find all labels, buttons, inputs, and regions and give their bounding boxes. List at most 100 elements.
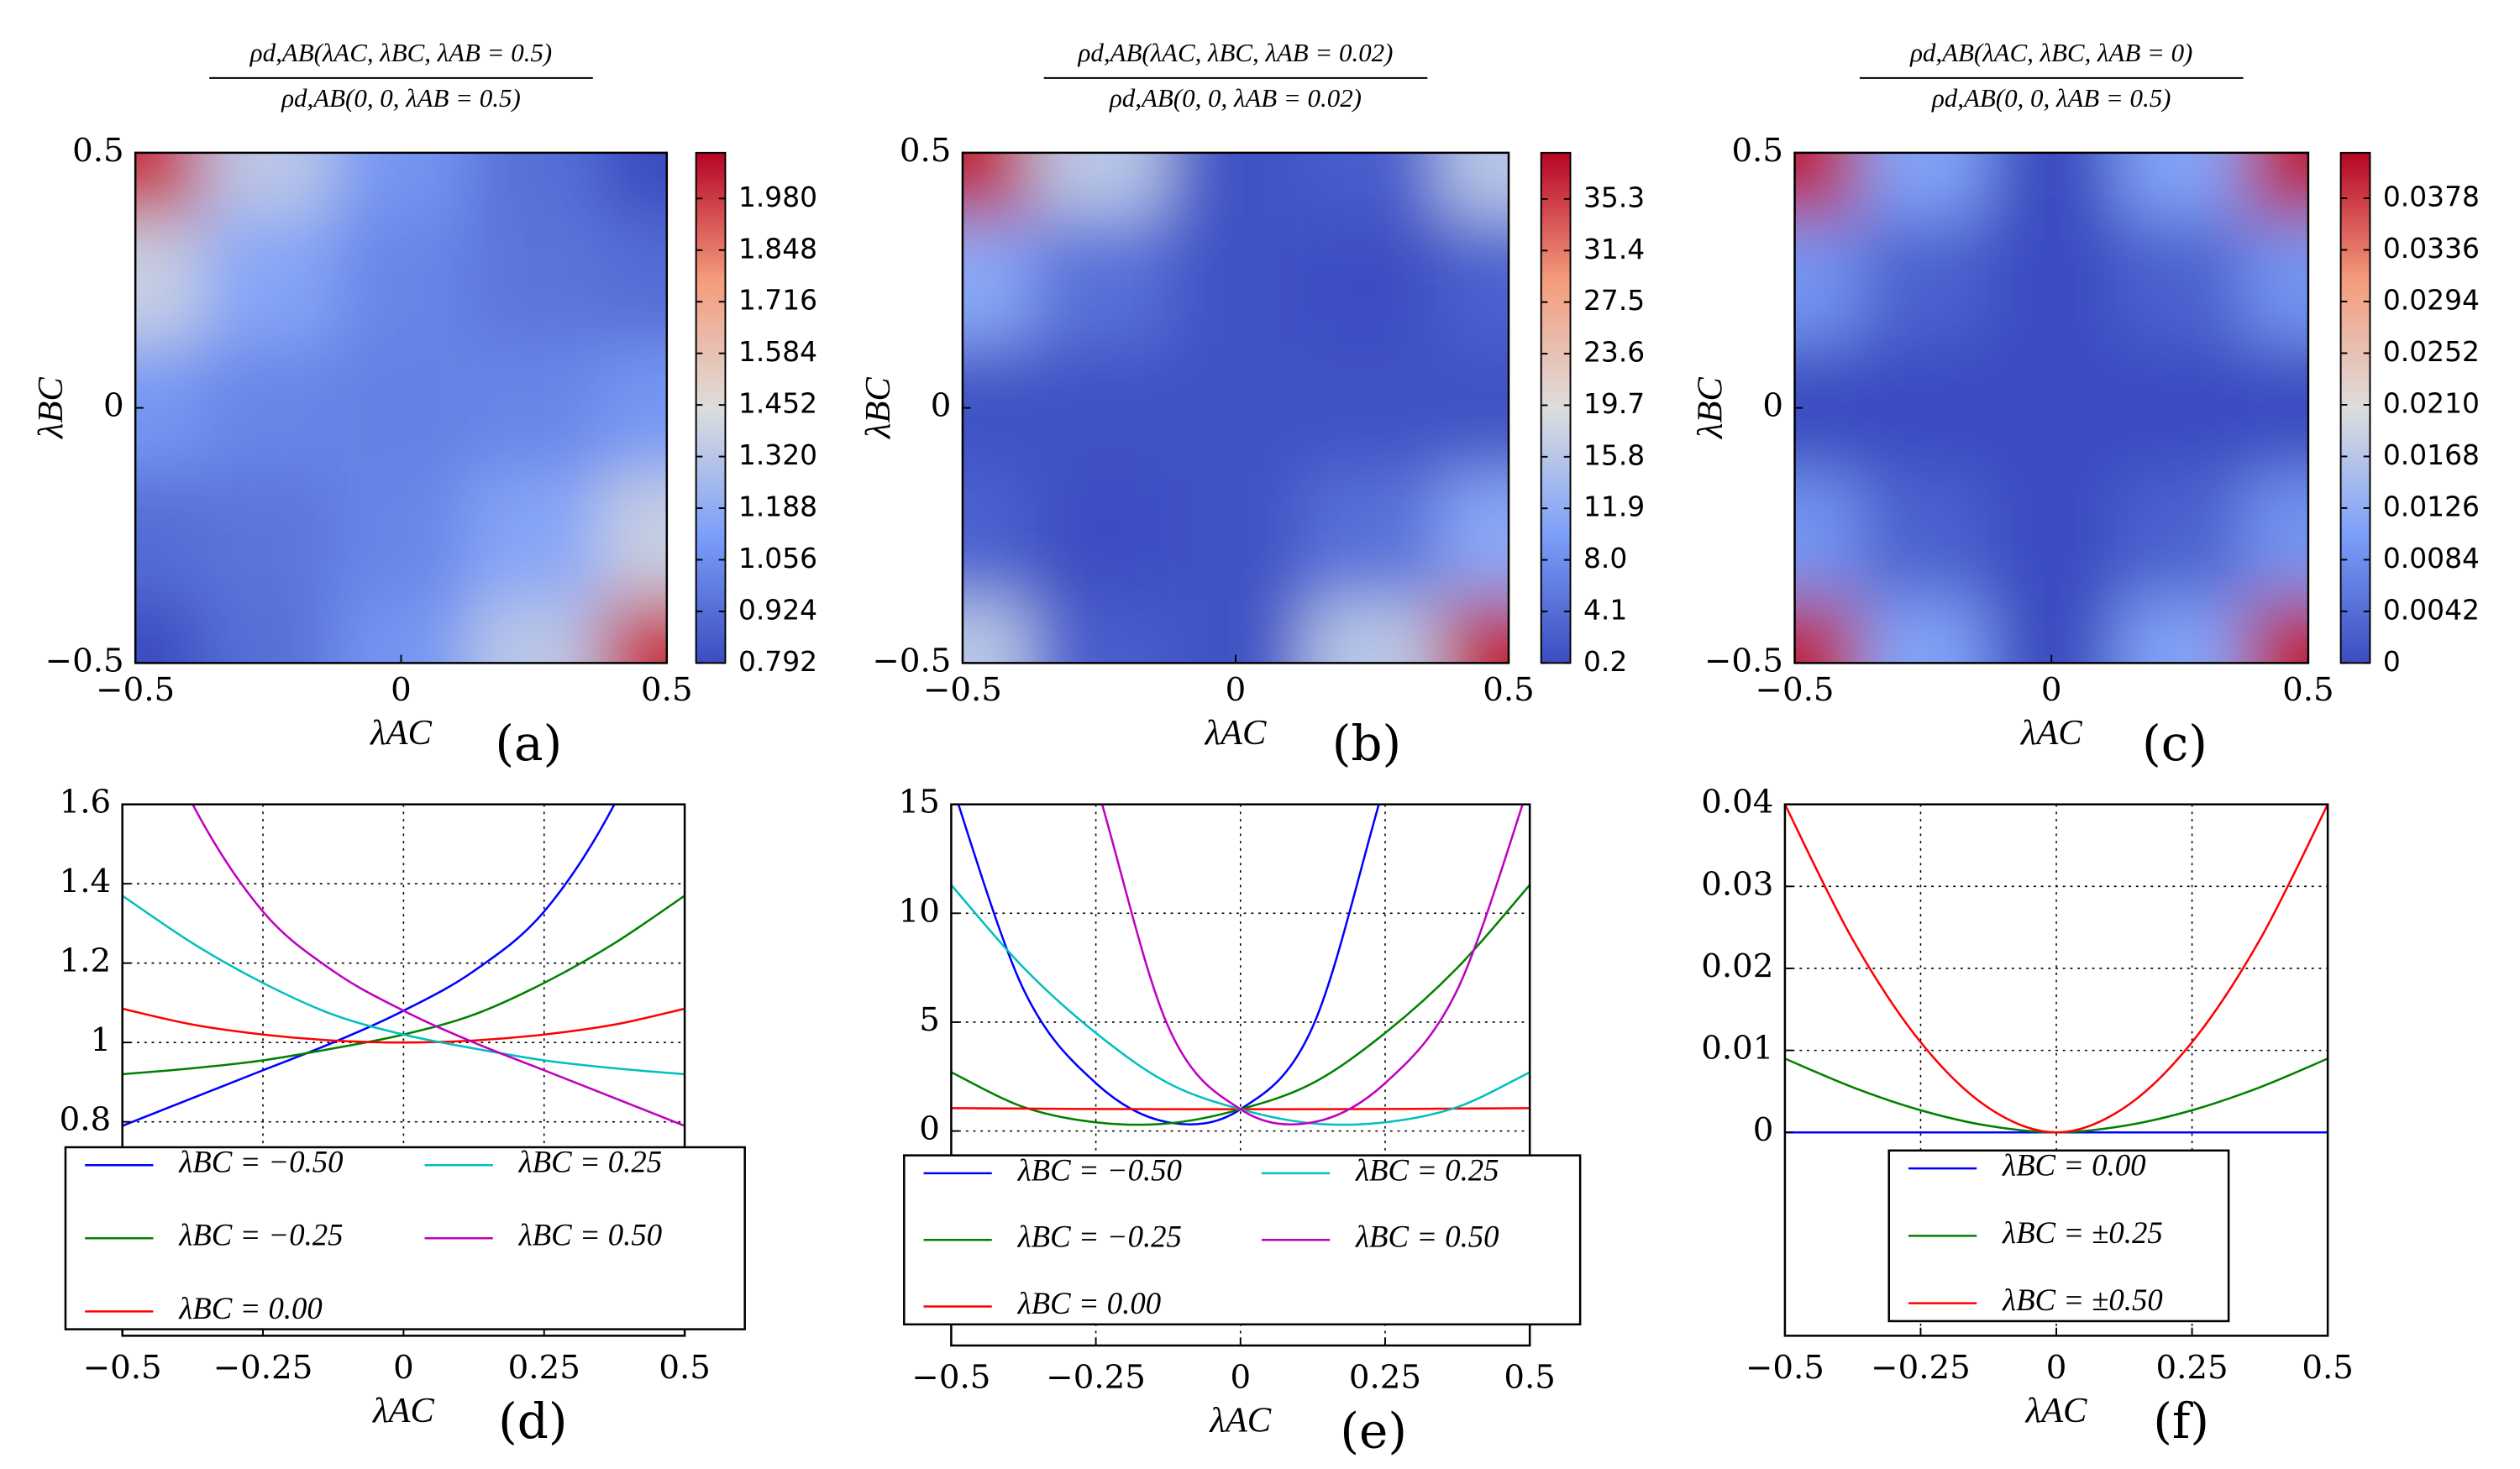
- heatmap-cell: [334, 152, 469, 218]
- x-tick-label: 0: [1230, 1359, 1251, 1397]
- y-tick-label: 0.04: [1701, 784, 1773, 821]
- heatmap-cell: [467, 599, 601, 664]
- y-tick-label: 0.5: [900, 132, 952, 170]
- y-tick-label: 0.5: [72, 132, 124, 170]
- heatmap-cells: [1794, 152, 2308, 664]
- heatmap-cell: [1794, 152, 1860, 218]
- heatmap-cell: [2244, 471, 2308, 601]
- heatmap-cell: [1031, 471, 1168, 601]
- y-axis-label: λBC: [858, 377, 898, 440]
- y-tick-label: 0.5: [1731, 132, 1783, 170]
- heatmap-cell: [334, 344, 469, 473]
- heatmap-cell: [1987, 471, 2117, 601]
- legend-label: λBC = 0.00: [2002, 1148, 2145, 1183]
- heatmap-cell: [135, 152, 203, 218]
- colorbar-tick-label: 15.8: [1583, 438, 1645, 471]
- colorbar-tick-label: 31.4: [1583, 233, 1645, 265]
- title-numerator: ρd,AB(λAC, λBC, λAB = 0.02): [1078, 38, 1394, 67]
- y-tick-label: 0: [1753, 1111, 1774, 1149]
- line-series: [957, 804, 1380, 1125]
- heatmap-cell: [1167, 344, 1305, 473]
- x-axis-label: λAC: [1208, 1401, 1271, 1440]
- colorbar-tick-label: 1.056: [738, 542, 817, 574]
- heatmap-cell: [2244, 152, 2308, 218]
- heatmap-cell: [2115, 599, 2245, 664]
- x-tick-label: −0.5: [83, 1349, 162, 1387]
- x-axis-label: λAC: [1204, 713, 1267, 753]
- heatmap-cell: [467, 152, 601, 218]
- x-tick-label: 0.5: [2282, 671, 2334, 709]
- colorbar-tick-label: 0: [2383, 645, 2401, 678]
- x-tick-label: −0.5: [96, 671, 175, 709]
- y-tick-label: 1.4: [60, 863, 112, 900]
- colorbar-tick-label: 23.6: [1583, 336, 1645, 369]
- heatmap-cell: [467, 216, 601, 345]
- legend-label: λBC = −0.25: [178, 1218, 343, 1252]
- y-tick-label: −0.5: [872, 642, 951, 679]
- colorbar-tick-label: 0.0126: [2383, 490, 2480, 522]
- y-tick-label: 5: [919, 1001, 940, 1039]
- colorbar-tick-label: 0.924: [738, 593, 817, 626]
- heatmap-cell: [1031, 599, 1168, 664]
- x-tick-label: 0: [2046, 1349, 2067, 1387]
- y-tick-label: 0.02: [1701, 947, 1773, 985]
- y-tick-label: 0: [103, 387, 124, 425]
- panel-label: (f): [2153, 1393, 2209, 1450]
- heatmap-cell: [467, 344, 601, 473]
- heatmap-cell: [1304, 599, 1441, 664]
- legend-label: λBC = ±0.25: [2002, 1215, 2163, 1250]
- heatmap: [962, 152, 1509, 664]
- x-tick-label: 0.25: [508, 1349, 580, 1387]
- heatmap-cell: [1440, 599, 1509, 664]
- heatmap-cell: [1987, 152, 2117, 218]
- heatmap-cell: [2244, 216, 2308, 345]
- colorbar-tick-label: 19.7: [1583, 387, 1645, 420]
- y-tick-label: 10: [899, 892, 940, 930]
- y-axis-label: λBC: [31, 377, 71, 440]
- x-tick-label: 0.5: [659, 1349, 711, 1387]
- heatmap-cell: [2115, 216, 2245, 345]
- legend-label: λBC = −0.50: [1017, 1152, 1182, 1187]
- x-tick-label: −0.5: [923, 671, 1002, 709]
- heatmap-cell: [1987, 344, 2117, 473]
- y-tick-label: 0: [919, 1110, 940, 1148]
- x-tick-label: 0.5: [1504, 1359, 1556, 1397]
- colorbar-tick-label: 1.848: [738, 232, 817, 265]
- colorbar-tick-label: 0.0168: [2383, 438, 2480, 471]
- title-numerator: ρd,AB(λAC, λBC, λAB = 0.5): [249, 38, 552, 67]
- heatmap: [135, 152, 667, 664]
- heatmap-cell: [1304, 152, 1441, 218]
- panel-label: (d): [498, 1393, 567, 1450]
- heatmap-cell: [1794, 471, 1860, 601]
- heatmap: [1794, 152, 2308, 664]
- legend-label: λBC = 0.00: [1017, 1286, 1161, 1320]
- legend-box: [903, 1154, 1582, 1326]
- legend-label: λBC = −0.25: [1017, 1220, 1182, 1254]
- heatmap-cell: [202, 216, 336, 345]
- legend-label: λBC = 0.00: [178, 1291, 322, 1325]
- line-series: [122, 1007, 685, 1044]
- y-tick-label: 1.6: [60, 784, 112, 821]
- heatmap-cell: [600, 344, 667, 473]
- colorbar-tick-label: 0.0378: [2383, 181, 2480, 213]
- heatmap-cell: [1858, 216, 1988, 345]
- heatmap-cell: [467, 471, 601, 601]
- heatmap-cell: [1167, 599, 1305, 664]
- heatmap-cell: [334, 599, 469, 664]
- heatmap-cell: [1031, 216, 1168, 345]
- heatmap-cell: [1031, 152, 1168, 218]
- heatmap-cell: [1440, 216, 1509, 345]
- x-tick-label: −0.25: [1871, 1349, 1971, 1387]
- heatmap-cell: [2115, 471, 2245, 601]
- x-tick-label: 0.25: [1349, 1359, 1421, 1397]
- x-axis-label: λAC: [371, 1391, 434, 1430]
- x-tick-label: 0.5: [2302, 1349, 2354, 1387]
- heatmap-cell: [334, 471, 469, 601]
- heatmap-cell: [1304, 471, 1441, 601]
- x-tick-label: −0.5: [1756, 671, 1835, 709]
- x-tick-label: −0.5: [911, 1359, 990, 1397]
- heatmap-cell: [2244, 599, 2308, 664]
- line-series: [1784, 804, 2328, 1134]
- x-tick-label: 0.25: [2156, 1349, 2229, 1387]
